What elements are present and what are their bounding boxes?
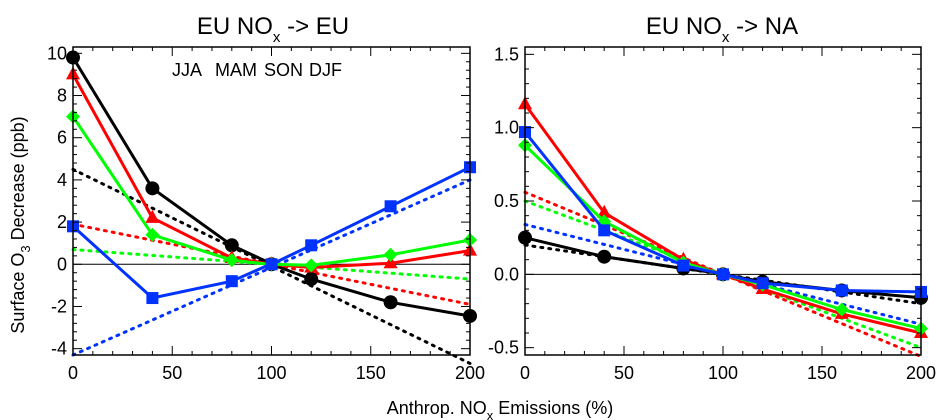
- left-point-son-80: [224, 253, 239, 268]
- legend-mam: MAM: [215, 60, 257, 80]
- left-trend-jja: [71, 167, 472, 365]
- left-series-line-mam: [71, 73, 471, 270]
- left-point-djf-160: [384, 200, 397, 213]
- legend-djf: DJF: [309, 60, 342, 80]
- right-point-djf-120: [756, 277, 769, 290]
- left-panel: EU NOx -> EU JJA MAM SON DJF 0 50 100 150 20…: [47, 13, 485, 383]
- left-point-djf-100: [265, 258, 278, 271]
- right-y-tick-label: 1.5: [494, 44, 519, 64]
- left-point-son-160: [383, 247, 398, 262]
- left-x-tick-label: 150: [356, 363, 386, 383]
- left-point-djf-80: [225, 275, 238, 288]
- right-point-mam-40: [597, 204, 612, 218]
- right-panel-title: EU NOx -> NA: [646, 13, 798, 46]
- left-panel-title: EU NOx -> EU: [197, 13, 349, 46]
- right-x-tick-label: 50: [614, 363, 634, 383]
- left-y-tick-label: 8: [57, 86, 67, 106]
- left-series-line-djf: [71, 165, 471, 300]
- right-point-son-160: [834, 302, 849, 317]
- left-y-tick-label: 4: [57, 170, 67, 190]
- right-y-tick-label: -0.5: [488, 338, 519, 358]
- right-point-djf-40: [598, 224, 611, 237]
- left-point-djf-40: [146, 292, 159, 305]
- left-series-line-son: [71, 115, 471, 267]
- left-point-mam-40: [145, 209, 160, 223]
- left-point-djf-120: [305, 239, 318, 252]
- left-y-tick-label: -4: [51, 339, 67, 359]
- right-point-djf-160: [835, 284, 848, 297]
- right-point-djf-80: [677, 259, 690, 272]
- right-y-tick-label: 0.5: [494, 191, 519, 211]
- right-series-line-son: [523, 144, 922, 331]
- left-point-jja-160: [383, 295, 398, 310]
- left-x-tick-label: 200: [455, 363, 485, 383]
- left-y-tick-label: 10: [47, 43, 67, 63]
- left-point-jja-40: [145, 181, 160, 196]
- left-x-tick-label: 0: [68, 363, 78, 383]
- right-x-tick-label: 150: [807, 363, 837, 383]
- legend-son: SON: [264, 60, 303, 80]
- right-y-tick-label: 1.0: [494, 118, 519, 138]
- left-y-tick-label: 2: [57, 212, 67, 232]
- left-point-jja-80: [224, 238, 239, 253]
- right-point-djf-100: [717, 268, 729, 281]
- y-axis-label: Surface O3 Decrease (ppb): [8, 116, 33, 333]
- left-y-tick-label: 0: [57, 254, 67, 274]
- left-x-tick-label: 100: [256, 363, 286, 383]
- left-series-line-jja: [71, 56, 471, 318]
- left-y-tick-label: -2: [51, 296, 67, 316]
- left-x-tick-label: 50: [162, 363, 182, 383]
- left-point-jja-120: [304, 272, 319, 287]
- left-plot-frame: [72, 46, 471, 356]
- right-panel: EU NOx -> NA 0 50 100 150 200 -0.5 0.0 0.5 1.0 1.…: [488, 13, 936, 383]
- right-point-jja-40: [597, 249, 612, 264]
- right-y-tick-label: 0.0: [494, 264, 519, 284]
- right-x-tick-label: 0: [520, 363, 530, 383]
- left-point-son-120: [304, 258, 319, 273]
- legend-jja: JJA: [172, 60, 202, 80]
- right-trend-mam: [523, 190, 923, 358]
- left-y-tick-label: 6: [57, 128, 67, 148]
- x-axis-label: Anthrop. NOx Emissions (%): [387, 398, 614, 420]
- left-point-son-40: [145, 227, 160, 242]
- right-x-tick-label: 100: [708, 363, 738, 383]
- right-series-line-mam: [523, 103, 922, 335]
- right-x-tick-label: 200: [906, 363, 936, 383]
